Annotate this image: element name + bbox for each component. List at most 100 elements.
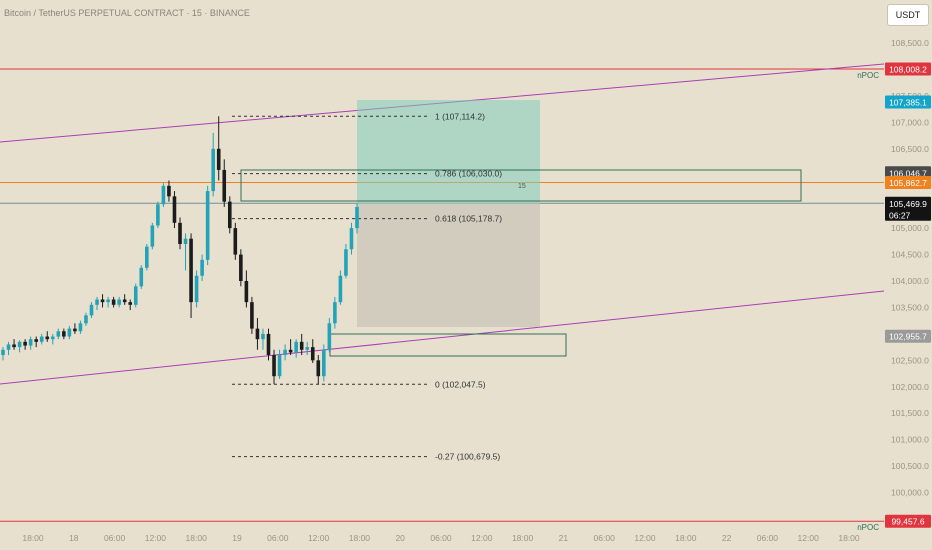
y-tick-label: 106,500.0 (891, 144, 929, 154)
candle-body (89, 304, 94, 316)
chart-title: Bitcoin / TetherUS PERPETUAL CONTRACT · … (4, 8, 250, 18)
y-tick-label: 108,500.0 (891, 38, 929, 48)
candle-body (78, 323, 83, 332)
candle-body (56, 331, 61, 337)
fib-level-label: 1 (107,114.2) (435, 111, 485, 121)
price-axis-bg (884, 0, 932, 550)
y-tick-label: 103,500.0 (891, 302, 929, 312)
candle-body (84, 315, 88, 324)
price-label-bg (885, 514, 931, 528)
price-label-bg (885, 329, 931, 343)
candle-body (117, 299, 121, 305)
candle-body (139, 267, 144, 287)
candle-body (161, 185, 166, 205)
x-tick-label: 21 (559, 533, 569, 543)
npoc-label: nPOC (857, 523, 879, 532)
fib-level-label: 0.786 (106,030.0) (435, 169, 502, 179)
x-tick-label: 18:00 (838, 533, 860, 543)
price-label: 99,457.6 (891, 517, 924, 527)
y-tick-label: 101,000.0 (891, 435, 929, 445)
candle-body (288, 349, 293, 353)
position-stop-zone (357, 203, 540, 327)
candle-body (244, 281, 249, 303)
supply-zone-box (240, 169, 802, 202)
x-tick-label: 12:00 (471, 533, 493, 543)
candle-body (211, 148, 215, 192)
candle-body (150, 225, 155, 247)
y-tick-label: 104,500.0 (891, 250, 929, 260)
candle-body (50, 336, 55, 340)
candle-body (222, 169, 227, 202)
x-tick-label: 18:00 (675, 533, 697, 543)
candle-body (310, 347, 315, 361)
candle-body (205, 191, 210, 260)
candle-body (266, 333, 271, 356)
candle-body (233, 228, 238, 255)
price-label: 105,862.7 (889, 178, 927, 188)
candle-body (133, 286, 138, 305)
candle-body (349, 228, 354, 250)
candle-body (272, 355, 276, 377)
candle-body (322, 349, 326, 377)
x-tick-label: 18:00 (512, 533, 534, 543)
candle-body (355, 206, 359, 229)
candle-body (100, 299, 105, 303)
x-tick-label: 12:00 (308, 533, 330, 543)
y-tick-label: 101,500.0 (891, 408, 929, 418)
candle-body (183, 238, 188, 244)
candle-body (283, 349, 287, 356)
candle-body (194, 275, 199, 303)
price-label: 102,955.7 (889, 332, 927, 342)
y-tick-label: 100,500.0 (891, 461, 929, 471)
x-tick-label: 18:00 (186, 533, 208, 543)
x-tick-label: 20 (395, 533, 405, 543)
candle-body (73, 328, 77, 332)
candle-body (128, 302, 133, 305)
candle-body (28, 339, 33, 346)
candle-body (122, 299, 127, 303)
candle-body (239, 254, 243, 281)
candle-body (327, 323, 332, 350)
candlestick-series (1, 116, 359, 385)
candle-body (1, 349, 5, 356)
candle-body (200, 259, 204, 276)
candle-body (227, 201, 232, 229)
candle-body (62, 331, 66, 337)
candle-body (145, 246, 149, 268)
x-tick-label: 06:00 (757, 533, 779, 543)
time-axis: 18:00 18 06:00 12:00 18:00 19 06:00 12:00 18:00 2… (22, 533, 860, 543)
y-tick-label: 104,000.0 (891, 276, 929, 286)
candle-body (6, 344, 11, 350)
y-tick-label: 100,000.0 (891, 488, 929, 498)
candle-body (250, 302, 254, 329)
candle-body (216, 148, 221, 170)
x-tick-label: 18:00 (22, 533, 44, 543)
fib-level-label: 0.618 (105,178.7) (435, 214, 502, 224)
x-tick-label: 06:00 (594, 533, 616, 543)
npoc-label: nPOC (857, 71, 879, 80)
y-tick-label: 105,000.0 (891, 223, 929, 233)
price-label-bg (885, 62, 931, 76)
price-label: 108,008.2 (889, 65, 927, 75)
y-tick-label: 102,000.0 (891, 382, 929, 392)
candle-body (305, 347, 310, 350)
candle-body (172, 196, 177, 223)
x-tick-label: 06:00 (430, 533, 452, 543)
price-label-bg (885, 196, 931, 221)
candle-body (34, 339, 38, 342)
candle-body (45, 336, 50, 340)
candle-body (294, 341, 298, 353)
currency-selector[interactable]: USDT (887, 4, 929, 26)
channel-lower-line (0, 290, 885, 385)
fib-level-label: 0 (102,047.5) (435, 379, 486, 389)
candle-body (344, 249, 348, 276)
x-tick-label: 12:00 (145, 533, 167, 543)
candle-body (299, 341, 304, 350)
price-axis: 108,500.0108,000.0107,500.0107,000.0106,… (884, 0, 932, 550)
candle-body (106, 299, 110, 303)
candle-body (156, 204, 160, 226)
candle-body (23, 341, 27, 346)
position-target-zone (357, 100, 540, 204)
price-label: 106,046.7 (889, 168, 927, 178)
